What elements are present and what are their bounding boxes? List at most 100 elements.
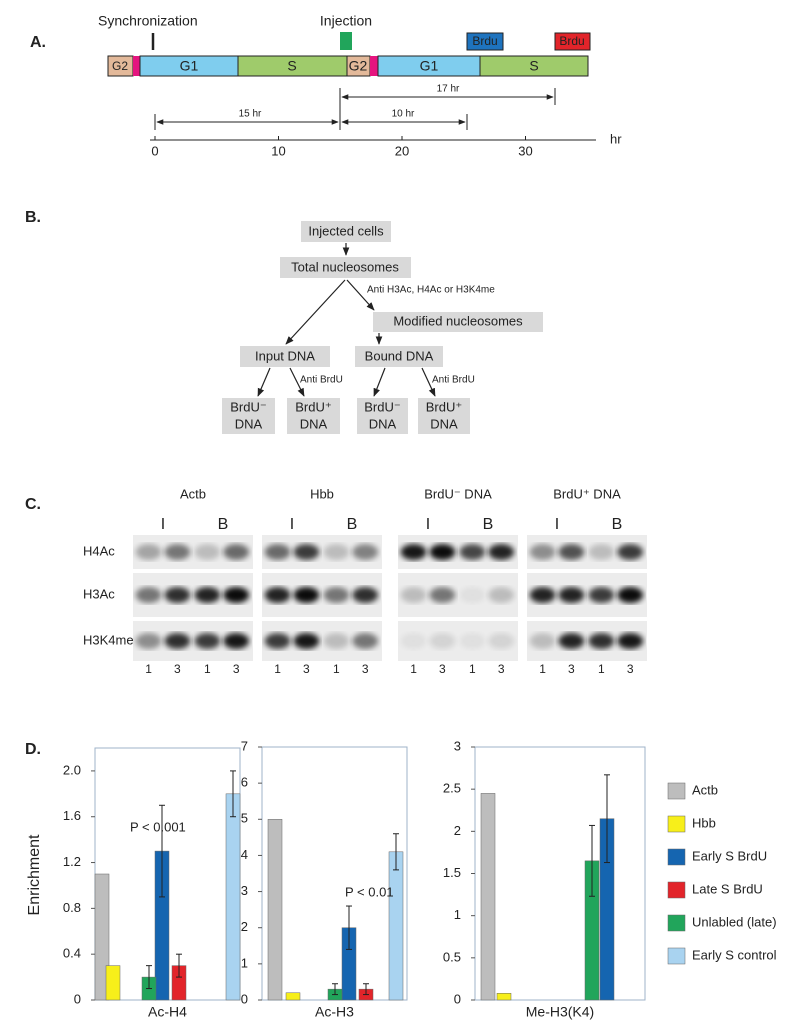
lane-label: 3	[362, 662, 369, 676]
tick-label: 20	[395, 143, 409, 158]
gel-band	[352, 633, 379, 649]
node-box	[373, 312, 543, 332]
phase-label: G2	[112, 59, 128, 73]
panel-label: D.	[25, 741, 41, 758]
gel-band	[400, 544, 427, 560]
gel-band	[400, 587, 427, 603]
error-bar	[230, 770, 236, 818]
node-box	[418, 398, 470, 434]
phase-label: G1	[180, 58, 199, 74]
fraction-label: B	[218, 516, 229, 533]
label: Synchronization	[98, 13, 198, 29]
tick-label: 0	[151, 143, 158, 158]
label: Brdu	[559, 34, 584, 48]
fraction-label: I	[161, 516, 165, 533]
fraction-label: I	[290, 516, 294, 533]
gel-band	[352, 587, 379, 603]
lane-label: 3	[233, 662, 240, 676]
lane-label: 3	[303, 662, 310, 676]
gel-band	[352, 544, 379, 560]
y-tick-label: 4	[241, 847, 248, 862]
gel-band	[164, 587, 191, 603]
gel-band	[617, 587, 644, 603]
gel-band	[135, 544, 162, 560]
bar	[480, 793, 496, 1001]
legend-label: Late S BrdU	[692, 881, 763, 896]
lane-label: 1	[539, 662, 546, 676]
gel-band	[293, 544, 320, 560]
y-tick-label: 1.6	[63, 808, 81, 823]
gel-band	[323, 633, 350, 649]
node-label: Bound DNA	[365, 348, 434, 363]
lane-label: 1	[410, 662, 417, 676]
gel-band	[617, 544, 644, 560]
gel-band	[429, 544, 456, 560]
gel-band	[459, 633, 486, 649]
gel-band	[529, 633, 556, 649]
node-box	[222, 398, 275, 434]
gel-band	[135, 633, 162, 649]
node-label: DNA	[300, 416, 328, 431]
node-label: Total nucleosomes	[291, 259, 399, 274]
node-label: Injected cells	[308, 223, 384, 238]
legend-swatch	[667, 848, 686, 866]
lane-label: 1	[333, 662, 340, 676]
panel-a: A. Synchronization Injection Brdu Brdu G…	[30, 13, 622, 159]
legend-label: Unlabled (late)	[692, 914, 777, 929]
node-label: BrdU⁻	[364, 399, 400, 414]
node-box	[355, 346, 443, 367]
lane-label: 3	[439, 662, 446, 676]
y-tick-label: 1.2	[63, 854, 81, 869]
legend-swatch	[667, 947, 686, 965]
error-bar	[363, 983, 369, 996]
bar	[388, 851, 404, 1001]
node-label: BrdU⁺	[426, 399, 462, 414]
gel-band	[488, 587, 515, 603]
error-bar	[146, 965, 152, 990]
column-label: Hbb	[310, 486, 334, 501]
edge	[289, 367, 305, 397]
gel-band	[223, 544, 250, 560]
gel-band	[194, 633, 221, 649]
gel-band	[488, 544, 515, 560]
legend-label: Actb	[692, 782, 718, 797]
phase-label: S	[529, 58, 538, 74]
y-tick-label: 3	[454, 738, 461, 753]
y-tick-label: 5	[241, 811, 248, 826]
lane-label: 3	[498, 662, 505, 676]
gel-band	[459, 544, 486, 560]
label: Brdu	[472, 34, 497, 48]
gel-band	[293, 587, 320, 603]
legend-swatch	[667, 881, 686, 899]
brdu-box	[466, 32, 504, 51]
gel-band	[588, 587, 615, 603]
gel-band	[264, 544, 291, 560]
y-tick-label: 2	[241, 919, 248, 934]
y-tick-label: 0	[241, 991, 248, 1006]
tick-label: 30	[518, 143, 532, 158]
annotation: P < 0.01	[345, 884, 394, 899]
phase	[479, 55, 589, 77]
gel-band	[223, 587, 250, 603]
gel-band	[558, 633, 585, 649]
y-tick-label: 2.0	[63, 762, 81, 777]
bar	[267, 819, 283, 1001]
y-label: Enrichment	[26, 834, 43, 915]
y-tick-label: 0.5	[443, 949, 461, 964]
gel-band	[264, 587, 291, 603]
bar	[285, 992, 301, 1001]
span-label: 15 hr	[239, 109, 262, 120]
panel-d: D. 0 0.4 0.8 1.2 1.6 2.0 Ac-H4 P < 0.001 Enrichm…	[25, 738, 777, 1019]
panel-label: B.	[25, 209, 41, 226]
gel-band	[323, 587, 350, 603]
gel-band	[293, 633, 320, 649]
edge	[421, 367, 436, 397]
gel-band	[194, 587, 221, 603]
gel-band	[529, 544, 556, 560]
lane-label: 1	[145, 662, 152, 676]
node-label: BrdU⁺	[295, 399, 331, 414]
row-label: H3Ac	[83, 586, 115, 601]
column-label: BrdU⁻ DNA	[424, 486, 492, 501]
y-tick-label: 0.4	[63, 946, 81, 961]
